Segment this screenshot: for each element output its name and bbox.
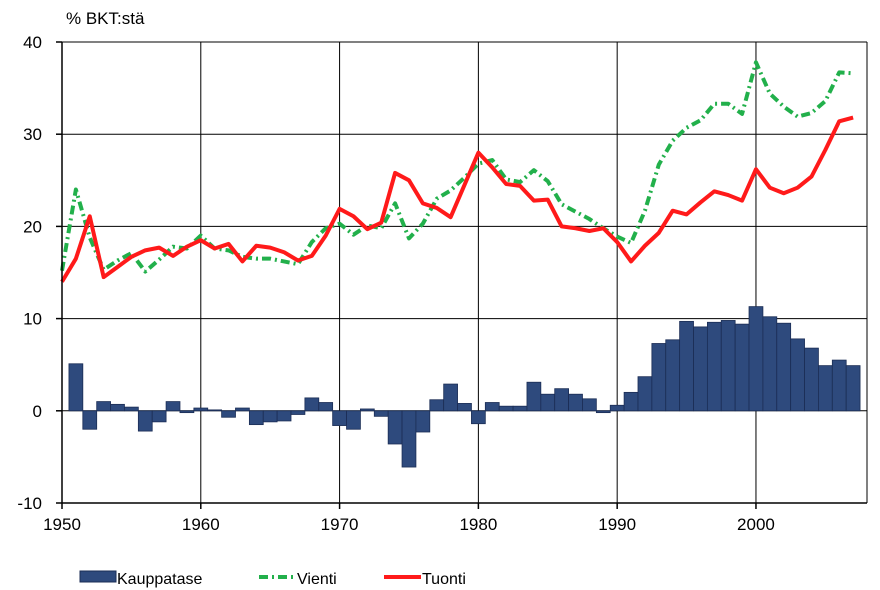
y-axis-unit-label: % BKT:stä (66, 9, 145, 28)
bar-kauppatase-1964 (248, 410, 264, 426)
bar-kauppatase-1975 (401, 410, 417, 468)
bar-kauppatase-2006 (831, 359, 847, 412)
bar-kauppatase-2005 (818, 365, 833, 412)
bar-kauppatase-1977 (429, 399, 445, 412)
legend-swatch-kauppatase (79, 570, 117, 583)
line-tuonti (60, 115, 854, 283)
bar-kauppatase-1968 (304, 397, 320, 412)
bar-kauppatase-1963 (235, 407, 250, 412)
bar-kauppatase-2002 (776, 322, 792, 412)
bar-kauppatase-1981 (484, 402, 500, 412)
x-tick-label: 1990 (598, 515, 636, 534)
x-tick-label: 1960 (182, 515, 220, 534)
x-tick-label: 2000 (737, 515, 775, 534)
bar-kauppatase-1957 (151, 410, 167, 423)
bar-kauppatase-1961 (207, 409, 223, 412)
kauppatase-bars (68, 306, 861, 468)
bar-kauppatase-1962 (221, 410, 236, 418)
bar-kauppatase-2004 (804, 347, 819, 412)
bar-kauppatase-1978 (443, 383, 458, 412)
x-tick-label: 1950 (43, 515, 81, 534)
bar-kauppatase-1998 (720, 320, 736, 412)
bar-kauppatase-1979 (457, 403, 472, 412)
bar-kauppatase-1986 (554, 388, 569, 412)
bar-kauppatase-1970 (332, 410, 347, 426)
bar-kauppatase-1969 (318, 402, 334, 412)
bar-kauppatase-1967 (290, 410, 306, 415)
bar-kauppatase-1993 (651, 343, 667, 412)
bar-kauppatase-1991 (623, 391, 639, 412)
bar-kauppatase-1994 (665, 339, 681, 412)
bar-kauppatase-1953 (96, 401, 111, 412)
legend-item-tuonti: Tuonti (384, 571, 466, 588)
bar-kauppatase-1955 (124, 406, 139, 412)
y-tick-label: 30 (23, 125, 42, 144)
bar-kauppatase-1982 (498, 405, 514, 412)
bar-kauppatase-1995 (679, 320, 694, 412)
legend-label-vienti: Vienti (297, 571, 337, 588)
legend-label-kauppatase: Kauppatase (117, 571, 203, 588)
line-vienti (60, 60, 854, 274)
y-tick-label: 40 (23, 33, 42, 52)
legend-label-tuonti: Tuonti (422, 571, 466, 588)
bar-kauppatase-1988 (582, 398, 597, 412)
y-tick-label: 20 (23, 217, 42, 236)
bar-kauppatase-1973 (373, 410, 389, 417)
bar-kauppatase-1989 (595, 410, 611, 414)
bar-kauppatase-1971 (346, 410, 361, 430)
y-tick-label: -10 (17, 494, 42, 513)
bar-kauppatase-2007 (845, 365, 861, 412)
bar-kauppatase-1987 (568, 393, 583, 412)
series-lines (60, 60, 854, 283)
axes (56, 41, 867, 509)
bar-kauppatase-1959 (179, 410, 195, 414)
bar-kauppatase-1980 (471, 410, 486, 425)
bar-kauppatase-1966 (276, 410, 292, 422)
x-tick-label: 1980 (459, 515, 497, 534)
x-tick-label: 1970 (321, 515, 359, 534)
bar-kauppatase-1958 (165, 401, 181, 412)
bar-kauppatase-1992 (637, 376, 653, 412)
bar-kauppatase-1983 (512, 405, 528, 412)
y-tick-labels: -10 0 10 20 30 40 (17, 33, 42, 513)
y-tick-label: 10 (23, 310, 42, 329)
bar-kauppatase-2000 (748, 306, 764, 412)
gridlines (61, 41, 868, 504)
y-tick-label: 0 (33, 402, 42, 421)
bar-kauppatase-1960 (193, 407, 209, 412)
bar-kauppatase-1956 (137, 410, 153, 432)
bar-kauppatase-2001 (762, 316, 778, 412)
bar-kauppatase-1965 (262, 410, 278, 423)
bar-kauppatase-1990 (609, 404, 625, 412)
bar-kauppatase-1985 (540, 393, 556, 412)
legend-item-vienti: Vienti (259, 571, 337, 588)
bar-kauppatase-1972 (360, 408, 375, 412)
bar-kauppatase-1974 (387, 410, 403, 445)
bar-kauppatase-1951 (68, 363, 84, 412)
legend: Kauppatase Vienti Tuonti (79, 570, 466, 588)
bar-kauppatase-1997 (706, 321, 722, 412)
bar-kauppatase-1996 (693, 326, 708, 412)
bar-kauppatase-1976 (415, 410, 431, 433)
legend-item-kauppatase: Kauppatase (79, 570, 203, 588)
x-tick-labels: 1950 1960 1970 1980 1990 2000 (43, 515, 775, 534)
bar-kauppatase-1984 (526, 381, 542, 412)
bar-kauppatase-2003 (790, 338, 805, 412)
bar-kauppatase-1954 (110, 403, 125, 412)
bar-kauppatase-1952 (82, 410, 98, 430)
bar-kauppatase-1999 (734, 323, 750, 412)
